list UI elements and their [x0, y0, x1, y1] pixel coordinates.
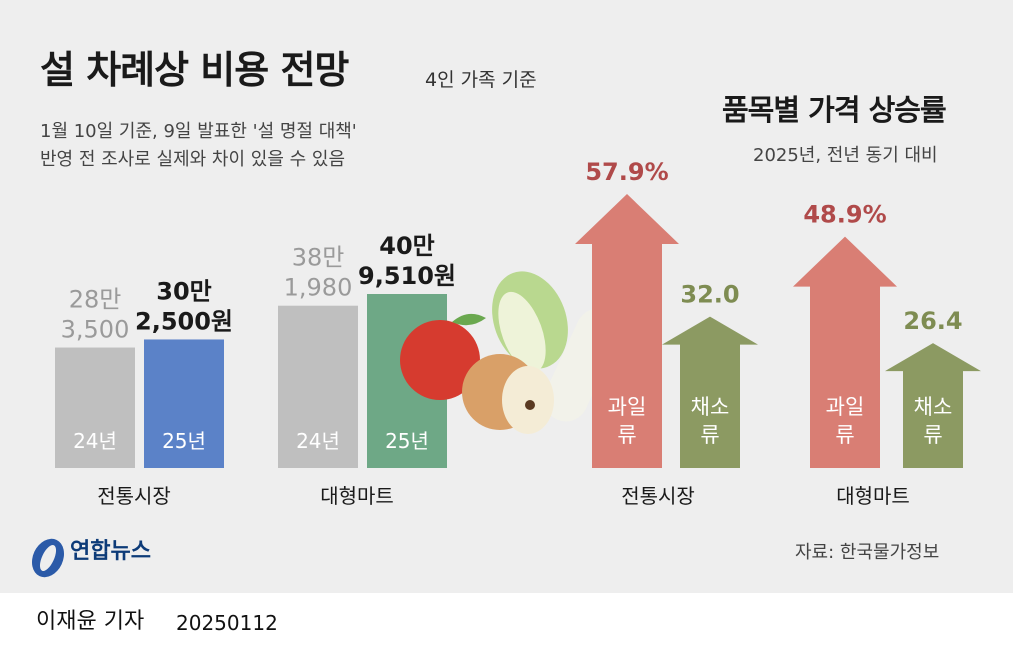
bar-value-label-line2: 3,500 — [61, 316, 130, 344]
increase-arrow — [575, 194, 679, 468]
bar-value-label-line1: 30만 — [156, 277, 211, 305]
arrow-category-line2: 류 — [617, 423, 636, 447]
arrow-category-line1: 과일 — [608, 395, 647, 419]
cost-group-label: 대형마트 — [320, 484, 394, 508]
bar-value-label-line1: 38만 — [292, 244, 345, 272]
yonhap-logo-icon — [31, 538, 65, 578]
publish-date: 20250112 — [176, 611, 278, 635]
page-title: 설 차례상 비용 전망 — [40, 48, 349, 92]
cost-group-label: 전통시장 — [97, 484, 171, 508]
bar-value-label-line1: 40만 — [379, 232, 434, 260]
bar-year-label: 24년 — [296, 429, 340, 453]
arrow-value-label: 26.4 — [903, 307, 962, 335]
survey-note-line1: 1월 10일 기준, 9일 발표한 '설 명절 대책' — [40, 121, 357, 142]
increase-arrow — [662, 316, 758, 468]
cost-bar — [278, 305, 358, 468]
bar-year-label: 24년 — [73, 429, 117, 453]
bar-value-label-line2: 2,500원 — [135, 307, 233, 335]
basis-note: 4인 가족 기준 — [425, 69, 537, 91]
increase-group-label: 대형마트 — [836, 484, 910, 508]
increase-arrow — [885, 343, 981, 468]
arrow-category-line1: 채소 — [691, 395, 730, 419]
increase-arrow — [793, 236, 897, 468]
bar-year-label: 25년 — [385, 429, 429, 453]
arrow-value-label: 57.9% — [585, 158, 668, 186]
arrow-value-label: 48.9% — [803, 201, 886, 229]
apple-icon — [400, 320, 480, 400]
pear-seed-icon — [525, 400, 535, 410]
bar-value-label-line2: 1,980 — [284, 274, 353, 302]
cost-bar — [55, 347, 135, 468]
arrow-category-line1: 채소 — [914, 395, 953, 419]
bar-value-label-line2: 9,510원 — [358, 262, 456, 290]
source-note: 자료: 한국물가정보 — [795, 542, 940, 563]
arrow-category-line1: 과일 — [826, 395, 865, 419]
cost-bar — [144, 339, 224, 468]
arrow-category-line2: 류 — [700, 423, 719, 447]
increase-group-label: 전통시장 — [621, 484, 695, 508]
cabbage-leaf-icon — [498, 291, 546, 373]
yonhap-logo-text: 연합뉴스 — [70, 539, 151, 564]
apple-leaf-icon — [452, 313, 486, 326]
reporter-name: 이재윤 기자 — [36, 609, 145, 634]
bar-value-label-line1: 28만 — [69, 286, 122, 314]
pear-slice-icon — [502, 366, 554, 434]
arrow-value-label: 32.0 — [680, 281, 739, 309]
price-increase-subtitle: 2025년, 전년 동기 대비 — [753, 145, 938, 166]
price-increase-title: 품목별 가격 상승률 — [722, 93, 947, 127]
survey-note-line2: 반영 전 조사로 실제와 차이 있을 수 있음 — [40, 149, 346, 170]
arrow-category-line2: 류 — [835, 423, 854, 447]
bar-year-label: 25년 — [162, 429, 206, 453]
arrow-category-line2: 류 — [923, 423, 942, 447]
